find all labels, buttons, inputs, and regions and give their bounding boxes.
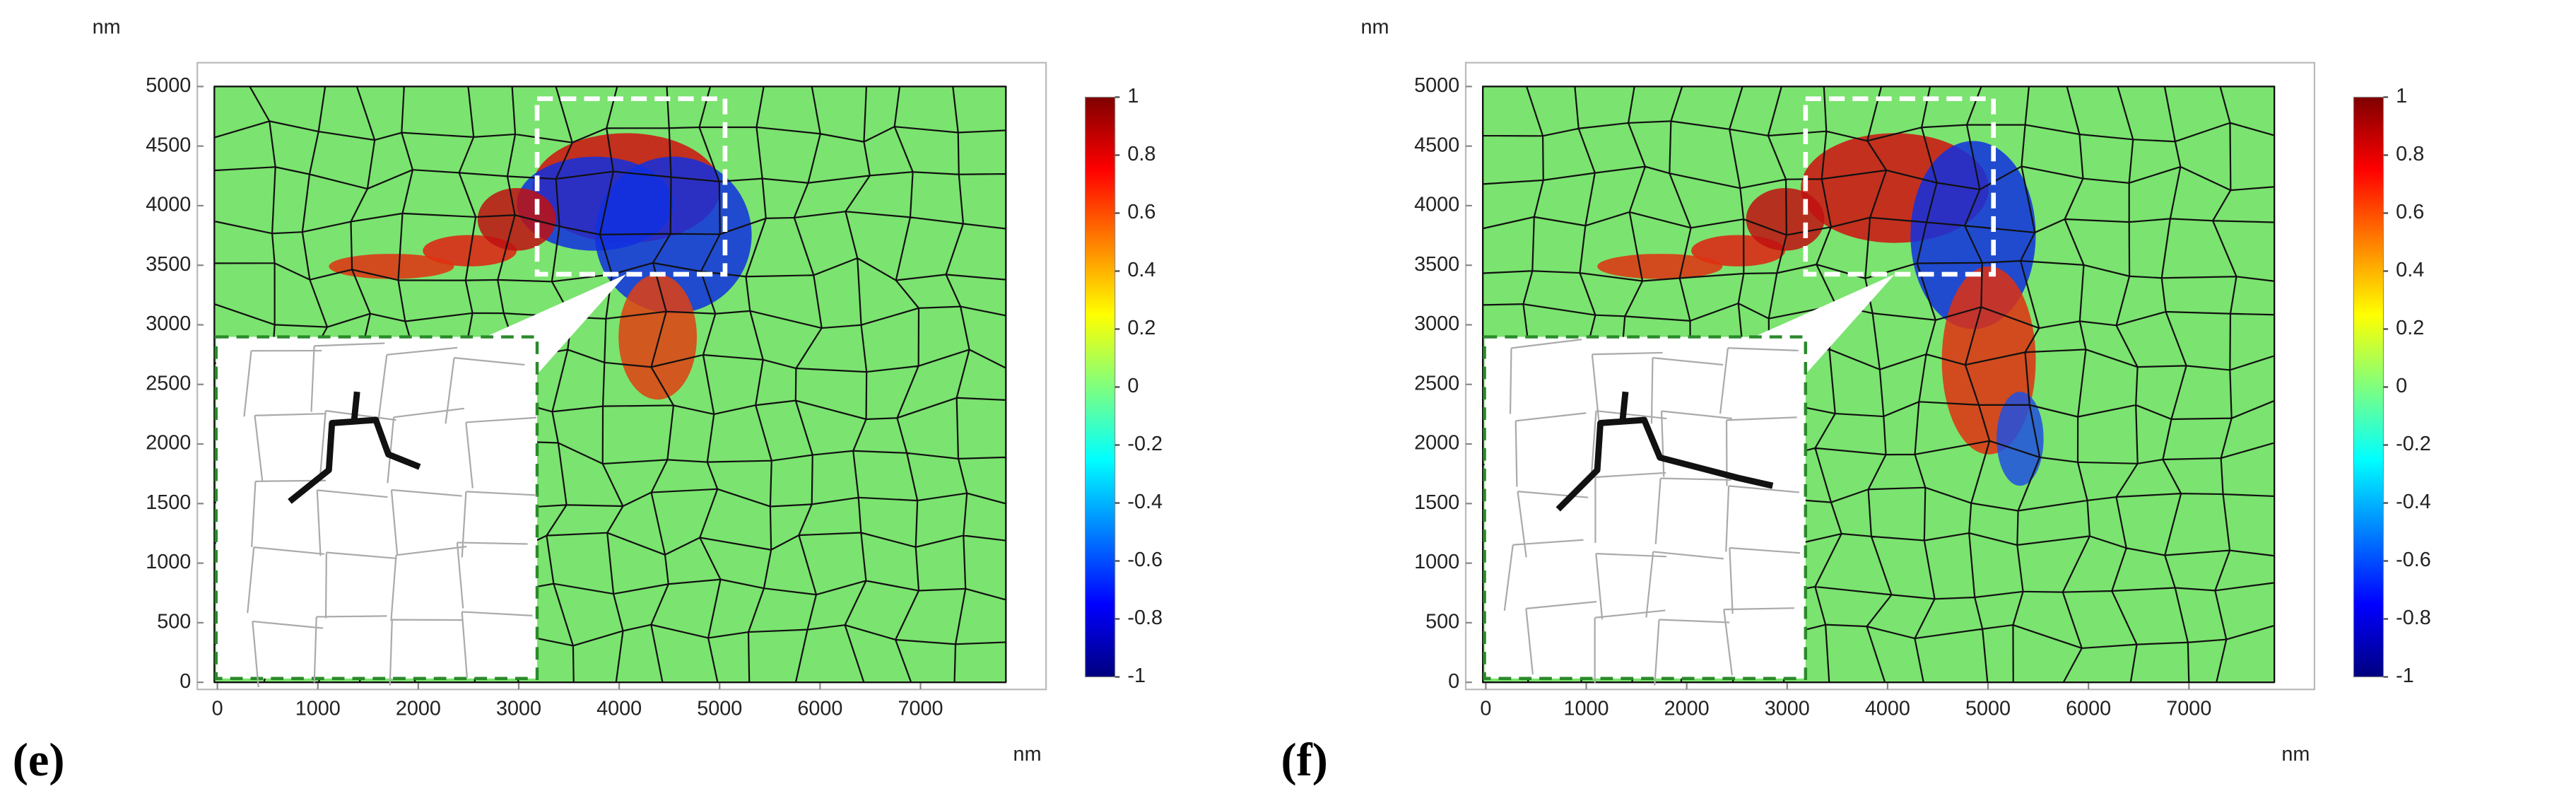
zoom-box	[534, 96, 728, 277]
plot-frame	[196, 62, 1047, 691]
plot-frame	[1464, 62, 2316, 691]
y-tick-label: 2500	[1414, 372, 1459, 394]
x-tick-label: 3000	[496, 698, 541, 720]
y-tick-label: 5000	[1414, 74, 1459, 97]
x-tick-label: 0	[212, 698, 223, 720]
colorbar-tick-label: -0.4	[2396, 491, 2431, 513]
panel-label: (f)	[1281, 734, 1328, 786]
x-tick-label: 6000	[797, 698, 842, 720]
y-axis-label: nm	[1360, 16, 1389, 39]
x-tick-label: 7000	[898, 698, 943, 720]
y-tick-label: 0	[1448, 670, 1459, 693]
colorbar-tick-label: 0.4	[2396, 259, 2424, 281]
y-tick-label: 500	[157, 610, 191, 633]
x-tick-label: 5000	[1965, 698, 2011, 720]
inset-crack	[1555, 391, 1774, 512]
x-tick-label: 4000	[596, 698, 642, 720]
y-tick-label: 3000	[1414, 312, 1459, 335]
y-tick-label: 1500	[1414, 491, 1459, 514]
x-axis-label: nm	[1013, 743, 1042, 766]
inset	[1483, 335, 1808, 680]
y-tick-label: 4000	[1414, 194, 1459, 216]
colorbar-tick-label: -0.2	[1127, 433, 1163, 455]
colorbar-tick-label: -0.8	[2396, 607, 2431, 629]
stress-patch	[477, 187, 556, 251]
colorbar-tick-label: 0.2	[2396, 317, 2424, 339]
x-axis-label: nm	[2281, 743, 2310, 766]
y-axis-label: nm	[93, 16, 121, 39]
inset-crack	[288, 391, 421, 504]
y-tick-label: 4000	[146, 194, 191, 216]
y-tick-label: 1000	[146, 551, 191, 573]
y-tick-label: 3000	[146, 312, 191, 335]
x-tick-label: 4000	[1865, 698, 1910, 720]
x-tick-label: 5000	[697, 698, 742, 720]
y-tick-label: 0	[180, 670, 191, 693]
colorbar-tick-label: 0.2	[1127, 317, 1155, 339]
colorbar-tick-label: 1	[2396, 85, 2407, 107]
colorbar-tick-label: 0.8	[1127, 143, 1155, 165]
colorbar-tick-label: -1	[1127, 665, 1146, 687]
y-tick-label: 3500	[1414, 253, 1459, 276]
colorbar-tick-label: -0.8	[1127, 607, 1163, 629]
x-tick-label: 6000	[2066, 698, 2111, 720]
colorbar-tick-label: -0.6	[1127, 549, 1163, 571]
inset-grains	[243, 342, 537, 688]
panel-label: (e)	[13, 734, 65, 786]
colorbar-tick-label: -0.4	[1127, 491, 1163, 513]
y-tick-label: 5000	[146, 74, 191, 97]
colorbar-tick-label: 0	[2396, 375, 2407, 397]
stress-patch	[1597, 254, 1723, 279]
colorbar-tick-label: 0.8	[2396, 143, 2424, 165]
y-tick-label: 2000	[1414, 432, 1459, 455]
grain-boundaries	[213, 86, 1007, 684]
y-tick-label: 1500	[146, 491, 191, 514]
colorbar-tick-label: -0.6	[2396, 549, 2431, 571]
y-tick-label: 4500	[1414, 134, 1459, 156]
grain-boundaries	[1482, 86, 2276, 684]
y-tick-label: 3500	[146, 253, 191, 276]
colorbar-tick-label: 0	[1127, 375, 1139, 397]
colorbar-tick-label: 0.4	[1127, 259, 1155, 281]
colorbar-tick-label: -1	[2396, 665, 2414, 687]
y-tick-label: 2000	[146, 432, 191, 455]
inset	[214, 335, 539, 680]
colorbar	[2353, 96, 2384, 678]
x-tick-label: 1000	[295, 698, 341, 720]
y-tick-label: 2500	[146, 372, 191, 394]
colorbar-tick-label: 0.6	[1127, 201, 1155, 223]
x-tick-label: 2000	[396, 698, 441, 720]
x-tick-label: 7000	[2166, 698, 2211, 720]
colorbar-tick-label: 0.6	[2396, 201, 2424, 223]
x-tick-label: 3000	[1765, 698, 1810, 720]
stress-patch	[329, 254, 454, 279]
colorbar-tick-label: -0.2	[2396, 433, 2431, 455]
x-tick-label: 0	[1480, 698, 1491, 720]
y-tick-label: 4500	[146, 134, 191, 156]
x-tick-label: 2000	[1664, 698, 1710, 720]
colorbar	[1084, 96, 1116, 678]
y-tick-label: 1000	[1414, 551, 1459, 573]
zoom-box	[1803, 96, 1996, 277]
y-tick-label: 500	[1425, 610, 1459, 633]
colorbar-tick-label: 1	[1127, 85, 1139, 107]
inset-grains	[1503, 339, 1801, 686]
x-tick-label: 1000	[1564, 698, 1609, 720]
stress-patch	[618, 274, 698, 400]
